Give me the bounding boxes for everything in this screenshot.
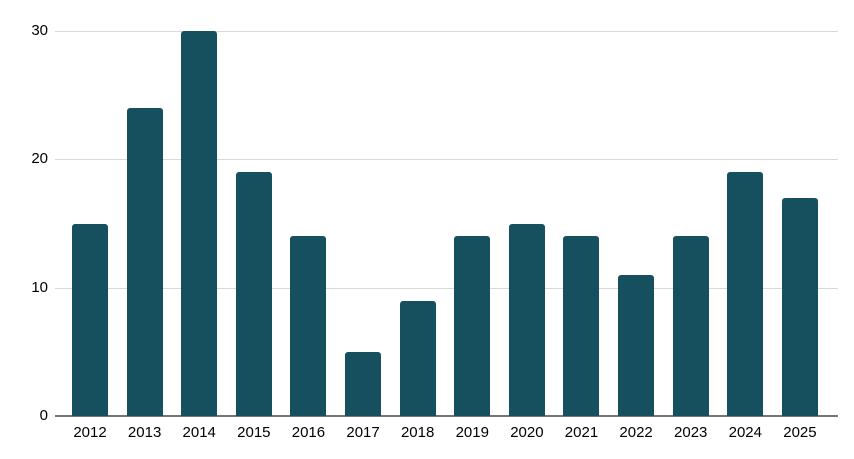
x-tick-label-2013: 2013 (127, 424, 162, 441)
x-tick-label-2021: 2021 (564, 424, 599, 441)
x-tick-label-2025: 2025 (783, 424, 817, 441)
y-tick-label-30: 30 (31, 22, 48, 39)
bars-row (55, 31, 838, 416)
bar-2019 (454, 236, 491, 416)
gridline-10 (55, 287, 838, 289)
bar-2018 (399, 300, 436, 416)
bar-2021 (563, 236, 600, 416)
gridline-20 (55, 159, 838, 161)
x-tick-label-2023: 2023 (674, 424, 708, 441)
gridline-30 (55, 31, 838, 32)
x-axis-labels: 2012 2013 2014 2015 2016 2017 2018 2019 2020 2021… (55, 424, 838, 442)
bar-2025 (781, 197, 818, 416)
bar-2014 (181, 31, 218, 416)
x-tick-label-2018: 2018 (400, 424, 435, 441)
x-tick-label-2024: 2024 (728, 424, 762, 441)
x-tick-label-2019: 2019 (455, 424, 489, 441)
bar-2020 (508, 223, 545, 416)
bar-2017 (345, 351, 382, 416)
bar-2023 (672, 236, 709, 416)
x-tick-label-2014: 2014 (182, 424, 216, 441)
bar-2012 (72, 223, 108, 416)
x-tick-label-2012: 2012 (73, 424, 107, 441)
bar-2013 (126, 108, 163, 416)
bar-2024 (727, 172, 764, 416)
bar-2015 (235, 172, 272, 416)
x-tick-label-2020: 2020 (510, 424, 544, 441)
y-tick-label-20: 20 (31, 150, 48, 168)
x-tick-label-2022: 2022 (619, 424, 653, 441)
bar-2016 (290, 236, 327, 416)
y-tick-label-10: 10 (31, 278, 48, 296)
x-tick-label-2016: 2016 (291, 424, 326, 441)
plot-area (55, 31, 838, 417)
bar-2022 (618, 274, 655, 416)
x-axis-line (55, 415, 838, 417)
x-tick-label-2017: 2017 (346, 424, 380, 441)
x-tick-label-2015: 2015 (237, 424, 271, 441)
y-tick-label-0: 0 (39, 407, 48, 424)
